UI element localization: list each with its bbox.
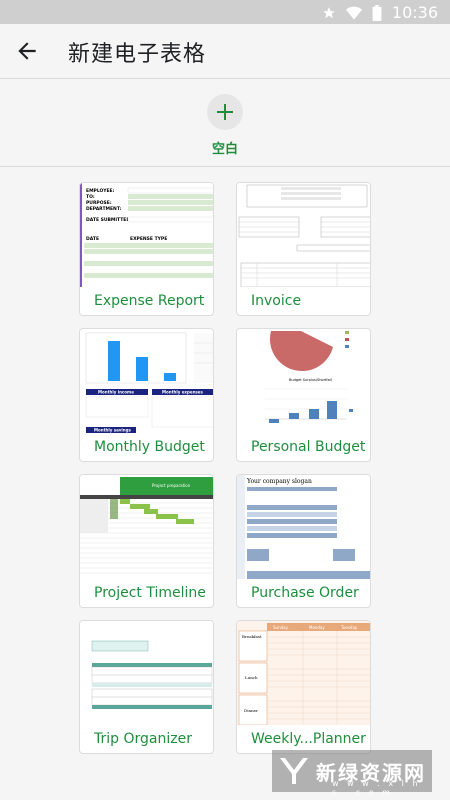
add-button[interactable] [207, 94, 243, 130]
expense-field-purpose: PURPOSE: [86, 200, 112, 206]
expense-field-date-submitted: DATE SUBMITTED: [86, 217, 132, 223]
template-card-purchase-order[interactable]: Your company slogan Purchase Order [236, 474, 371, 608]
purchase-order-thumbnail: Your company slogan [237, 475, 370, 579]
expense-field-employee: EMPLOYEE: [86, 188, 115, 194]
planner-col-sunday: Sunday [273, 625, 289, 630]
planner-row-lunch: Lunch [245, 675, 258, 680]
project-preparation-label: Project preparation [152, 483, 191, 488]
planner-col-monday: Monday [309, 625, 325, 630]
invoice-thumbnail [237, 183, 370, 287]
status-bar: 10:36 [0, 0, 450, 24]
company-slogan: Your company slogan [246, 478, 312, 485]
template-card-project-timeline[interactable]: Project preparation Project Timeline [79, 474, 214, 608]
status-time: 10:36 [391, 3, 438, 22]
weekly-planner-thumbnail: Sunday Monday Tuesday Breakfast Lunch Di… [237, 621, 370, 725]
header-divider [0, 78, 450, 79]
template-card-trip-organizer[interactable]: Trip Organizer [79, 620, 214, 754]
planner-col-tuesday: Tuesday [340, 625, 358, 630]
section-divider [0, 166, 450, 167]
template-card-expense-report[interactable]: EMPLOYEE: TO: PURPOSE: DEPARTMENT: DATE … [79, 182, 214, 316]
template-card-monthly-budget[interactable]: Monthly income Monthly expenses Monthly … [79, 328, 214, 462]
expense-field-to: TO: [86, 194, 95, 200]
watermark-logo-icon [280, 758, 308, 784]
expense-col-date: DATE [86, 236, 99, 242]
template-label: Invoice [251, 293, 302, 309]
template-label: Expense Report [94, 293, 205, 309]
template-card-invoice[interactable]: Invoice [236, 182, 371, 316]
template-label: Purchase Order [251, 585, 359, 601]
monthly-budget-thumbnail: Monthly income Monthly expenses Monthly … [80, 329, 213, 433]
planner-row-dinner: Dinner [244, 708, 258, 713]
monthly-expenses-header: Monthly expenses [162, 390, 204, 395]
template-label: Weekly...Planner [251, 731, 366, 747]
monthly-savings-header: Monthly savings [94, 428, 131, 433]
watermark-url: w w w . x l h s . c o m [332, 779, 421, 797]
watermark: 新绿资源网 w w w . x l h s . c o m [272, 750, 432, 797]
back-arrow-icon[interactable] [14, 38, 40, 64]
blank-label: 空白 [211, 142, 238, 157]
plus-icon [217, 104, 233, 120]
template-card-weekly-planner[interactable]: Sunday Monday Tuesday Breakfast Lunch Di… [236, 620, 371, 754]
watermark-text: 新绿资源网 [316, 760, 426, 785]
expense-field-department: DEPARTMENT: [86, 206, 122, 212]
blank-template[interactable]: 空白 [0, 90, 450, 162]
template-label: Project Timeline [94, 585, 206, 601]
template-label: Personal Budget [251, 439, 366, 455]
template-label: Monthly Budget [94, 439, 205, 455]
planner-row-breakfast: Breakfast [242, 634, 262, 639]
trip-organizer-thumbnail [80, 621, 213, 725]
personal-budget-thumbnail: Budget Surplus/Shortfall [237, 329, 370, 433]
battery-icon [372, 4, 382, 21]
monthly-income-header: Monthly income [98, 390, 134, 395]
wifi-icon [345, 6, 362, 20]
template-card-personal-budget[interactable]: Budget Surplus/Shortfall Personal Budget [236, 328, 371, 462]
template-label: Trip Organizer [94, 731, 192, 747]
budget-surplus-title: Budget Surplus/Shortfall [289, 378, 332, 382]
expense-report-thumbnail: EMPLOYEE: TO: PURPOSE: DEPARTMENT: DATE … [80, 183, 213, 287]
star-icon [323, 6, 335, 18]
project-timeline-thumbnail: Project preparation [80, 475, 213, 579]
app-bar: 新建电子表格 [0, 24, 450, 78]
expense-col-type: EXPENSE TYPE [130, 236, 167, 242]
page-title: 新建电子表格 [68, 42, 207, 67]
